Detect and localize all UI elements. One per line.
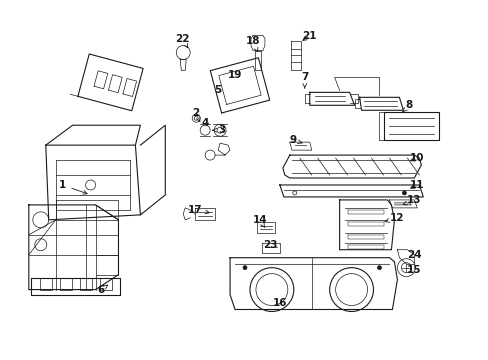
Text: 21: 21 [302, 31, 316, 41]
Text: 12: 12 [384, 213, 404, 223]
Circle shape [243, 266, 246, 270]
Text: 13: 13 [403, 195, 421, 205]
Text: 2: 2 [192, 108, 200, 121]
Text: 11: 11 [409, 180, 424, 190]
Text: 17: 17 [187, 205, 209, 215]
Text: 10: 10 [409, 153, 424, 163]
Text: 14: 14 [252, 215, 267, 228]
Text: 18: 18 [245, 36, 260, 51]
Text: 8: 8 [402, 100, 412, 112]
Circle shape [377, 266, 381, 270]
Text: 4: 4 [201, 118, 208, 128]
Text: 19: 19 [227, 71, 242, 80]
Text: 16: 16 [272, 297, 286, 307]
Text: 22: 22 [175, 33, 189, 48]
Text: 5: 5 [214, 85, 221, 95]
Text: 15: 15 [406, 265, 421, 275]
Text: 6: 6 [97, 284, 107, 294]
Text: 24: 24 [406, 250, 421, 260]
Text: 7: 7 [301, 72, 308, 88]
Text: 3: 3 [212, 125, 225, 135]
Text: 9: 9 [289, 135, 302, 145]
Text: 1: 1 [59, 180, 87, 194]
Circle shape [402, 191, 406, 195]
Text: 23: 23 [262, 240, 277, 250]
